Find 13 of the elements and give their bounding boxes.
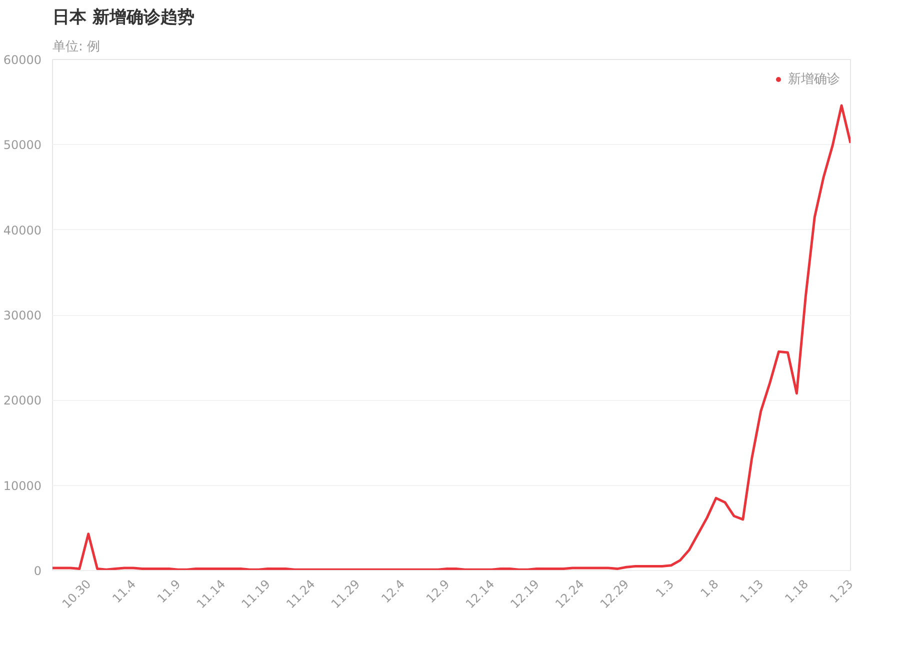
- y-tick-label: 40000: [3, 223, 42, 238]
- y-tick-label: 60000: [3, 53, 42, 67]
- chart-subtitle: 单位: 例: [52, 40, 100, 54]
- legend-label: 新增确诊: [788, 71, 840, 88]
- x-tick-label: 1.8: [698, 576, 722, 600]
- y-tick-label: 0: [34, 564, 42, 578]
- x-tick-label: 1.3: [653, 576, 676, 600]
- y-tick-label: 50000: [3, 138, 42, 152]
- y-tick-label: 30000: [3, 308, 42, 322]
- chart-title: 日本 新增确诊趋势: [52, 8, 194, 28]
- y-tick-label: 10000: [3, 478, 42, 493]
- line-series: [52, 104, 850, 570]
- y-tick-label: 20000: [3, 394, 42, 408]
